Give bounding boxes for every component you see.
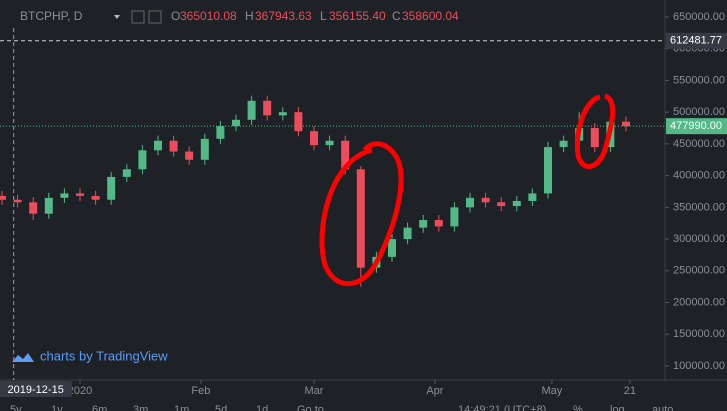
range-button[interactable]: 1m (174, 404, 189, 411)
candle-body (497, 202, 506, 207)
x-tick-label: 21 (624, 385, 636, 397)
watermark-text[interactable]: charts by TradingView (40, 348, 168, 363)
x-tick-label: May (542, 385, 563, 397)
y-tick-label: 400000.00 (673, 170, 725, 182)
auto-toggle[interactable]: auto (652, 404, 673, 411)
icon[interactable] (131, 10, 145, 24)
candle-body (403, 227, 412, 240)
candle-body (13, 199, 22, 203)
candle-body (544, 147, 552, 194)
crosshair-x-label: 2019-12-15 (8, 384, 64, 396)
candle-body (138, 150, 147, 170)
annotations (319, 93, 616, 287)
candle-body (60, 193, 69, 198)
candle-body (278, 112, 287, 116)
range-button[interactable]: 6m (92, 404, 107, 411)
x-tick-label: 2020 (68, 385, 92, 397)
icon[interactable] (148, 10, 162, 24)
candle-body (294, 112, 303, 132)
label: H (245, 9, 254, 23)
y-tick-label: 500000.00 (673, 106, 725, 118)
y-tick-label: 650000.00 (673, 11, 725, 23)
clock: 14:49:21 (UTC+8) (458, 404, 546, 411)
candle-body (91, 195, 100, 200)
candle-body (512, 201, 521, 207)
x-tick-label: Apr (426, 385, 443, 397)
logo (12, 353, 34, 362)
candle-body (356, 169, 365, 268)
toolbar (0, 396, 727, 411)
candle-body (434, 220, 443, 227)
y-tick-label: 450000.00 (673, 138, 725, 150)
value: 356155.40 (329, 9, 386, 23)
candle-body (466, 197, 474, 208)
label: C (392, 9, 401, 23)
y-tick-label: 150000.00 (673, 328, 725, 340)
candle-body (154, 140, 162, 151)
candle-body (107, 176, 116, 200)
crosshair-y-label: 612481.77 (670, 35, 722, 47)
label: O (171, 9, 180, 23)
candle-body (122, 169, 131, 177)
range-button[interactable]: 5d (215, 404, 227, 411)
candle-body (419, 220, 428, 228)
candle-body (590, 128, 599, 148)
candle-body (450, 207, 459, 227)
highlight-circle (319, 141, 404, 287)
crosshair-label-bg (0, 381, 72, 397)
y-tick-label: 250000.00 (673, 265, 725, 277)
label: L (320, 9, 327, 23)
last-price-label: 477990.00 (670, 120, 722, 132)
candle-body (263, 100, 272, 116)
watermark: charts by TradingView (12, 348, 168, 363)
candle-body (310, 131, 318, 146)
candle-body (528, 193, 537, 202)
percent-toggle[interactable]: % (573, 404, 583, 411)
y-tick-label: 550000.00 (673, 74, 725, 86)
candle-body (325, 140, 334, 146)
candle-body (232, 119, 240, 127)
candle-body (247, 100, 256, 120)
y-tick-label: 300000.00 (673, 233, 725, 245)
candle-body (44, 197, 53, 214)
header: BTCPHP, D O 365010.08 H 367943.63 L 3561… (20, 9, 459, 24)
range-button[interactable]: 1d (256, 404, 268, 411)
last-price-bg (666, 118, 727, 135)
range-button[interactable]: 1y (51, 404, 63, 411)
y-tick-label: 100000.00 (673, 360, 725, 372)
crosshair-label-bg (666, 32, 727, 49)
highlight-circle (574, 93, 616, 169)
dropdown-icon[interactable] (114, 15, 120, 19)
range-button[interactable]: 5y (10, 404, 22, 411)
candle-body (169, 140, 178, 152)
candle-body (388, 239, 396, 257)
y-tick-label: 200000.00 (673, 296, 725, 308)
candle-body (341, 140, 350, 170)
log-toggle[interactable]: log (610, 404, 625, 411)
candle-body (559, 140, 568, 148)
x-tick-label: Mar (305, 385, 324, 397)
candle-body (216, 126, 225, 139)
x-tick-label: Feb (191, 385, 210, 397)
candle-body (29, 202, 38, 214)
candle-body (185, 151, 194, 160)
value: 365010.08 (180, 9, 237, 23)
candle-body (0, 195, 6, 200)
range-button[interactable]: 3m (133, 404, 148, 411)
value: 358600.04 (402, 9, 459, 23)
candle-body (200, 138, 209, 160)
candle-body (481, 197, 490, 203)
y-tick-label: 350000.00 (673, 201, 725, 213)
range-button[interactable]: Go to... (297, 404, 333, 411)
candle-body (76, 193, 84, 196)
symbol[interactable]: BTCPHP, D (20, 9, 83, 23)
value: 367943.63 (255, 9, 312, 23)
candle-body (622, 121, 630, 127)
